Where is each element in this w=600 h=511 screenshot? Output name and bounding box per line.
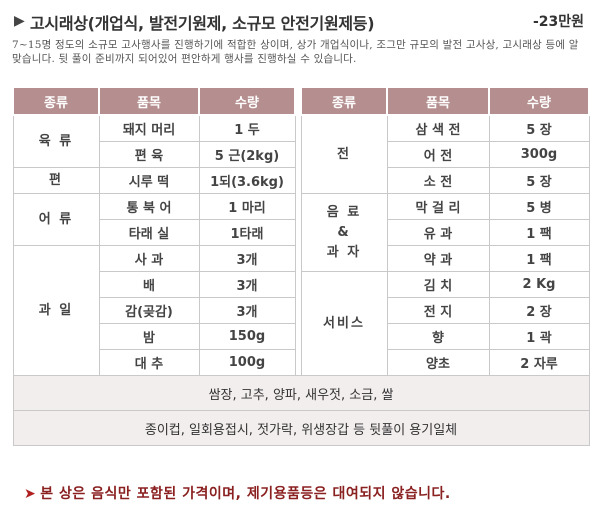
category-cell: 과 일 [12, 245, 100, 376]
item-name: 김 치 [386, 271, 490, 298]
extras-row: 쌈장, 고추, 양파, 새우젓, 소금, 쌀 [12, 375, 590, 411]
column-separator [295, 271, 301, 298]
item-qty: 1 팩 [488, 219, 590, 246]
category-line: 과 자 [326, 244, 362, 260]
column-header: 종류 [300, 86, 388, 116]
table-row: 육 류 돼지 머리 1 두 전 삼 색 전 5 장 [12, 114, 590, 194]
category-cell: 어 류 [12, 193, 100, 246]
item-qty: 5 장 [488, 167, 590, 194]
item-name: 타래 실 [98, 219, 200, 246]
item-name: 어 전 [386, 141, 490, 168]
item-name: 배 [98, 271, 200, 298]
table-row: 과 일 사 과 3개 약 과 1 팩 [12, 245, 590, 376]
table-row: 밤 150g 향 1 곽 [13, 323, 590, 350]
item-qty: 2 자루 [488, 349, 590, 376]
footer-note: ➤ 본 상은 음식만 포함된 가격이며, 제기용품등은 대여되지 않습니다. [24, 483, 451, 503]
title-row: ▶ 고시래상(개업식, 발전기원제, 소규모 안전기원제등) -23만원 [12, 10, 588, 34]
extras-row: 종이컵, 일회용접시, 젓가락, 위생장갑 등 뒷풀이 용기일체 [12, 410, 590, 446]
category-cell: 육 류 [12, 114, 100, 168]
column-separator [295, 245, 301, 272]
column-separator [295, 219, 301, 246]
column-header: 품목 [386, 86, 490, 116]
item-qty: 5 근(2kg) [198, 141, 296, 168]
item-name: 삼 색 전 [386, 114, 490, 142]
item-name: 양초 [386, 349, 490, 376]
column-separator [295, 141, 301, 168]
table-row: 어 류 통 북 어 1 마리 음 료 & 과 자 막 걸 리 5 병 [12, 193, 590, 272]
category-cell: 음 료 & 과 자 [300, 193, 388, 272]
item-name: 대 추 [98, 349, 200, 376]
category-cell: 편 [12, 167, 100, 194]
item-qty: 2 장 [488, 297, 590, 324]
category-line: & [337, 224, 351, 240]
column-separator [295, 193, 301, 220]
column-separator [295, 323, 301, 350]
footer-note-text: 본 상은 음식만 포함된 가격이며, 제기용품등은 대여되지 않습니다. [40, 486, 451, 502]
item-qty: 1 곽 [488, 323, 590, 350]
item-qty: 1타래 [198, 219, 296, 246]
item-qty: 1 팩 [488, 245, 590, 272]
category-line: 음 료 [326, 204, 362, 220]
item-name: 통 북 어 [98, 193, 200, 220]
item-name: 소 전 [386, 167, 490, 194]
item-name: 향 [386, 323, 490, 350]
column-separator [295, 167, 301, 194]
table-row: 대 추 100g 양초 2 자루 [13, 349, 590, 376]
item-qty: 5 병 [488, 193, 590, 220]
description: 7~15명 정도의 소규모 고사행사를 진행하기에 적합한 상이며, 상가 개업… [12, 39, 579, 65]
triangle-bullet-icon: ▶ [14, 13, 25, 29]
item-qty: 100g [198, 349, 296, 376]
item-name: 유 과 [386, 219, 490, 246]
column-header: 품목 [98, 86, 200, 116]
item-qty: 3개 [198, 297, 296, 324]
item-name: 밤 [98, 323, 200, 350]
category-cell: 전 [300, 114, 388, 194]
item-qty: 150g [198, 323, 296, 350]
column-separator [295, 115, 301, 142]
item-name: 편 육 [98, 141, 200, 168]
column-separator [295, 349, 301, 376]
item-name: 전 지 [386, 297, 490, 324]
item-qty: 1되(3.6kg) [198, 167, 296, 194]
table-header-row: 종류 품목 수량 종류 품목 수량 [12, 86, 590, 116]
item-name: 약 과 [386, 245, 490, 272]
item-name: 막 걸 리 [386, 193, 490, 220]
item-qty: 2 Kg [488, 271, 590, 298]
table-row: 감(곶감) 3개 전 지 2 장 [13, 297, 590, 324]
item-qty: 300g [488, 141, 590, 168]
table-row: 배 3개 서비스 김 치 2 Kg [13, 271, 590, 376]
column-header: 종류 [12, 86, 100, 116]
item-qty: 3개 [198, 245, 296, 272]
table-row: 타래 실 1타래 유 과 1 팩 [13, 219, 590, 246]
extras-condiments: 쌈장, 고추, 양파, 새우젓, 소금, 쌀 [12, 375, 590, 411]
item-name: 감(곶감) [98, 297, 200, 324]
column-header: 수량 [488, 86, 590, 116]
column-separator [295, 297, 301, 324]
extras-utensils: 종이컵, 일회용접시, 젓가락, 위생장갑 등 뒷풀이 용기일체 [12, 410, 590, 446]
price-label: -23만원 [532, 14, 584, 30]
item-qty: 1 두 [198, 114, 296, 142]
item-qty: 1 마리 [198, 193, 296, 220]
item-name: 시루 떡 [98, 167, 200, 194]
menu-table: 종류 품목 수량 종류 품목 수량 육 류 돼지 머리 1 두 전 삼 색 전 … [12, 86, 590, 446]
item-name: 사 과 [98, 245, 200, 272]
table-row: 편 시루 떡 1되(3.6kg) 소 전 5 장 [12, 167, 590, 194]
page-title: 고시래상(개업식, 발전기원제, 소규모 안전기원제등) [30, 14, 375, 33]
column-header: 수량 [198, 86, 296, 116]
arrow-icon: ➤ [24, 486, 37, 502]
column-separator [295, 87, 301, 115]
item-name: 돼지 머리 [98, 114, 200, 142]
category-cell: 서비스 [300, 271, 388, 376]
item-qty: 5 장 [488, 114, 590, 142]
item-qty: 3개 [198, 271, 296, 298]
